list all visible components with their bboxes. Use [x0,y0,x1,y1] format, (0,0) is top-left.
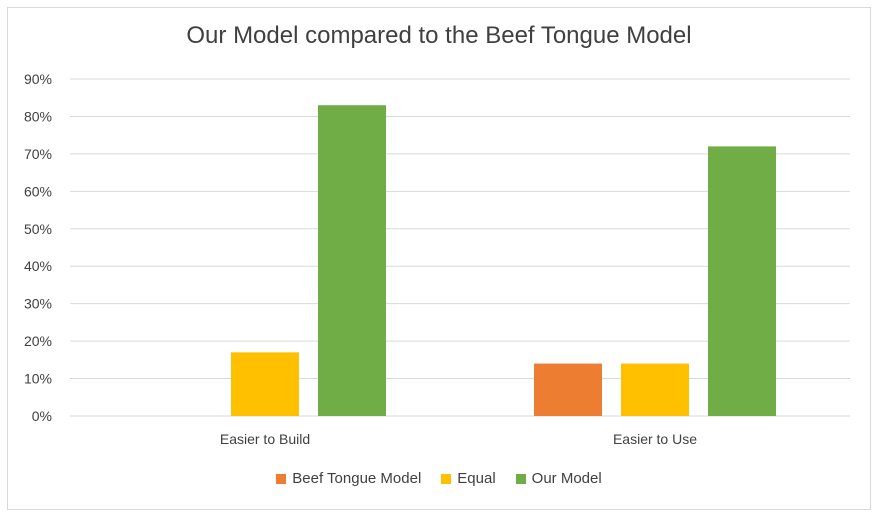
legend-label: Beef Tongue Model [292,470,422,487]
legend-label: Equal [457,470,496,487]
legend-swatch [441,473,452,484]
bar-our-model [318,105,386,416]
legend-swatch [515,473,526,484]
y-tick-label: 60% [24,183,52,199]
y-tick-label: 10% [24,371,52,387]
y-tick-label: 80% [24,108,52,124]
y-tick-label: 40% [24,258,52,274]
bar-beef-tongue-model [534,363,602,416]
legend-item: Equal [441,470,496,487]
x-category-label: Easier to Build [220,431,310,447]
legend-item: Our Model [515,470,602,487]
y-tick-label: 50% [24,221,52,237]
y-tick-label: 20% [24,333,52,349]
y-tick-label: 70% [24,146,52,162]
y-tick-label: 0% [32,408,52,424]
legend-label: Our Model [531,470,602,487]
legend-swatch [276,473,287,484]
bar-equal [231,352,299,416]
y-tick-label: 30% [24,296,52,312]
y-tick-label: 90% [24,71,52,87]
bar-equal [621,363,689,416]
x-category-label: Easier to Use [613,431,697,447]
bar-our-model [708,146,776,416]
legend-item: Beef Tongue Model [276,470,421,487]
legend: Beef Tongue Model Equal Our Model [0,470,878,487]
chart-title: Our Model compared to the Beef Tongue Mo… [186,22,692,49]
